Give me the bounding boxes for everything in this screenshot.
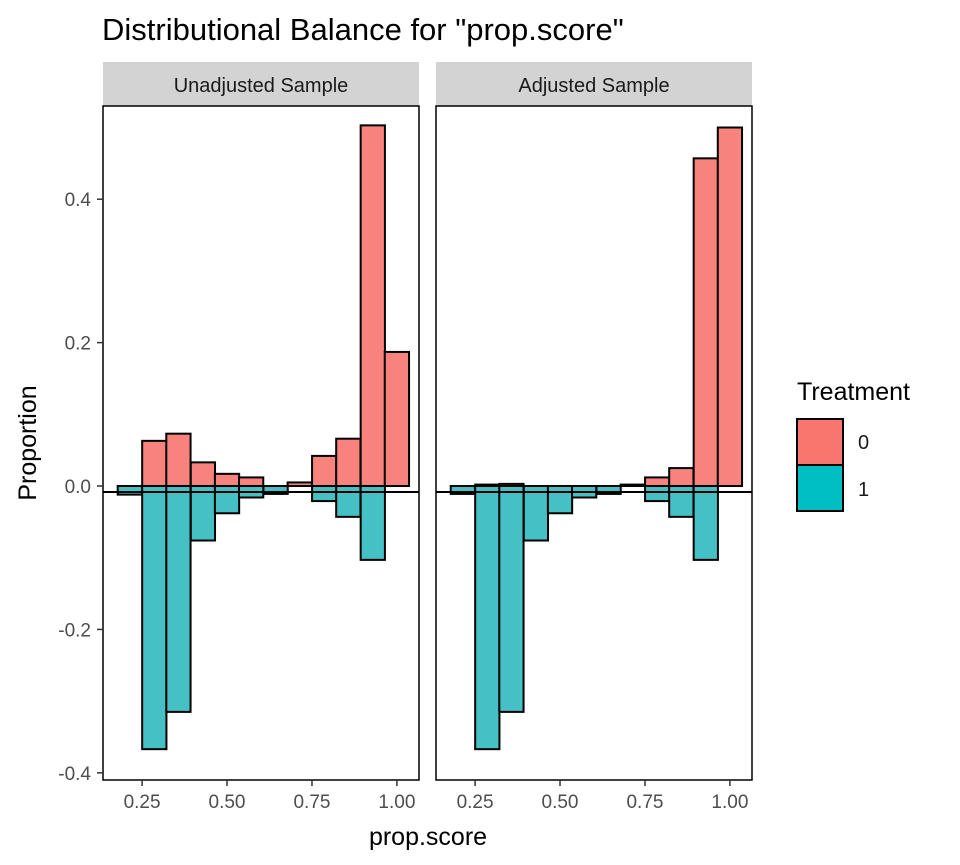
bar-unadjusted-treatment1-bin1: [141, 485, 168, 751]
x-tick-label: 0.50: [542, 792, 579, 813]
panel-border-unadjusted: [102, 105, 420, 781]
bar-unadjusted-treatment0-bin10: [359, 124, 386, 488]
legend: Treatment 0 1: [796, 378, 910, 512]
y-tick-label: -0.4: [58, 764, 91, 785]
panel-label-unadjusted: Unadjusted Sample: [174, 75, 349, 97]
panel-label-adjusted: Adjusted Sample: [518, 75, 669, 97]
legend-key-1: [796, 464, 844, 512]
bar-adjusted-treatment1-bin3: [522, 485, 550, 542]
bar-unadjusted-treatment0-bin2: [165, 432, 192, 488]
y-tick-label: -0.2: [58, 620, 91, 641]
bar-unadjusted-treatment0-bin11: [383, 350, 411, 488]
legend-label-0: 0: [858, 432, 869, 454]
x-tick-label: 0.75: [293, 792, 330, 813]
x-axis-label: prop.score: [369, 823, 487, 851]
bars-unadjusted: [116, 124, 411, 751]
bar-unadjusted-treatment1-bin0: [116, 485, 143, 496]
bar-adjusted-treatment1-bin1: [474, 485, 501, 751]
bar-unadjusted-treatment0-bin8: [311, 454, 338, 488]
bar-adjusted-treatment0-bin9: [668, 467, 695, 488]
bar-unadjusted-treatment1-bin2: [165, 485, 192, 713]
bar-unadjusted-treatment0-bin3: [189, 461, 217, 488]
chart-title: Distributional Balance for "prop.score": [102, 12, 624, 47]
panel-unadjusted: Unadjusted Sample: [102, 62, 420, 781]
y-axis-label: Proportion: [14, 385, 42, 500]
bar-unadjusted-treatment1-bin8: [311, 485, 338, 503]
y-tick-label: 0.0: [65, 477, 91, 498]
bar-unadjusted-treatment0-bin7: [286, 481, 313, 488]
panel-border-adjusted: [435, 105, 753, 781]
bar-adjusted-treatment1-bin4: [546, 485, 574, 515]
bar-adjusted-treatment0-bin8: [644, 476, 671, 488]
legend-label-1: 1: [858, 479, 869, 501]
x-tick-label: 1.00: [378, 792, 415, 813]
panel-strip-adjusted: [436, 62, 752, 106]
legend-key-0: [796, 418, 844, 466]
bar-adjusted-treatment1-bin6: [595, 485, 622, 495]
bar-adjusted-treatment1-bin9: [668, 485, 695, 518]
bar-unadjusted-treatment1-bin9: [335, 485, 362, 518]
panel-strip-unadjusted: [103, 62, 419, 106]
bar-adjusted-treatment0-bin7: [619, 483, 646, 488]
x-axis: 0.25 0.50 0.75 1.00 0.25 0.50 0.75 1.00: [124, 780, 748, 813]
x-tick-label: 0.25: [124, 792, 161, 813]
y-tick-label: 0.4: [65, 190, 92, 211]
bars-adjusted: [449, 126, 744, 751]
y-axis: -0.4 -0.2 0.0 0.2 0.4: [58, 190, 103, 785]
bar-adjusted-treatment0-bin11: [716, 126, 744, 488]
x-tick-label: 0.50: [209, 792, 246, 813]
bar-adjusted-treatment1-bin2: [498, 485, 525, 713]
panel-adjusted: Adjusted Sample: [435, 62, 753, 781]
x-tick-label: 1.00: [711, 792, 748, 813]
bar-unadjusted-treatment1-bin3: [189, 485, 217, 542]
bar-adjusted-treatment0-bin10: [692, 157, 719, 488]
legend-title: Treatment: [797, 378, 910, 406]
bar-adjusted-treatment1-bin10: [692, 485, 719, 561]
bar-unadjusted-treatment0-bin5: [238, 476, 265, 488]
bar-adjusted-treatment1-bin8: [644, 485, 671, 503]
bar-unadjusted-treatment1-bin10: [359, 485, 386, 561]
x-tick-label: 0.75: [626, 792, 663, 813]
bar-unadjusted-treatment0-bin4: [213, 472, 241, 488]
x-tick-label: 0.25: [457, 792, 494, 813]
bar-unadjusted-treatment1-bin4: [213, 485, 241, 515]
y-tick-label: 0.2: [65, 334, 91, 355]
bar-unadjusted-treatment0-bin1: [141, 439, 168, 488]
bar-unadjusted-treatment0-bin9: [335, 437, 362, 488]
bar-unadjusted-treatment1-bin6: [262, 485, 289, 495]
